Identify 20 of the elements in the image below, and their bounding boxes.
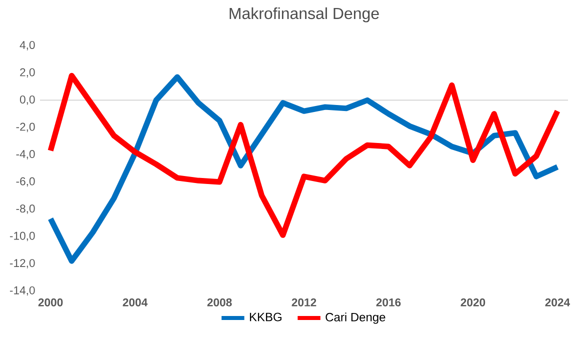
y-tick-label: -12,0: [10, 259, 35, 268]
x-tick-label: 2020: [460, 298, 486, 306]
x-tick-label: 2000: [38, 298, 63, 306]
y-tick-label: -10,0: [10, 232, 35, 242]
x-tick-label: 2008: [207, 298, 232, 306]
x-tick-label: 2012: [292, 298, 316, 306]
y-tick-label: -8,0: [16, 204, 35, 214]
y-tick-label: -6,0: [16, 177, 35, 187]
y-tick-label: -2,0: [16, 122, 35, 132]
chart-title: Makrofinansal Denge: [230, 7, 379, 22]
y-tick-label: -4,0: [16, 150, 35, 160]
y-tick-label: 4,0: [20, 40, 35, 50]
x-tick-label: 2016: [376, 298, 401, 306]
x-tick-label: 2004: [122, 298, 148, 306]
y-tick-label: 0,0: [20, 96, 35, 105]
y-tick-label: -14,0: [10, 286, 35, 296]
legend-label: Cari Denge: [326, 312, 386, 324]
legend-label: KKBG: [250, 312, 282, 322]
y-tick-label: 2,0: [20, 68, 35, 78]
x-tick-label: 2024: [545, 298, 570, 306]
